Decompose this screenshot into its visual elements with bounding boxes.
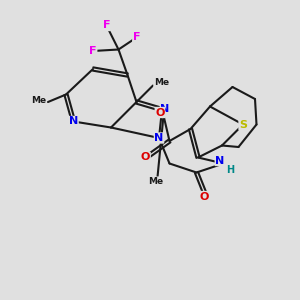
Text: Me: Me <box>148 177 164 186</box>
Text: N: N <box>160 104 169 115</box>
Text: Me: Me <box>31 96 46 105</box>
Text: O: O <box>199 191 209 202</box>
Text: Me: Me <box>154 78 169 87</box>
Text: O: O <box>155 107 165 118</box>
Text: N: N <box>69 116 78 127</box>
Text: O: O <box>141 152 150 163</box>
Text: N: N <box>154 133 164 143</box>
Text: F: F <box>89 46 97 56</box>
Text: N: N <box>215 155 224 166</box>
Text: F: F <box>103 20 110 31</box>
Text: H: H <box>226 165 234 175</box>
Text: F: F <box>133 32 140 43</box>
Text: S: S <box>239 119 247 130</box>
